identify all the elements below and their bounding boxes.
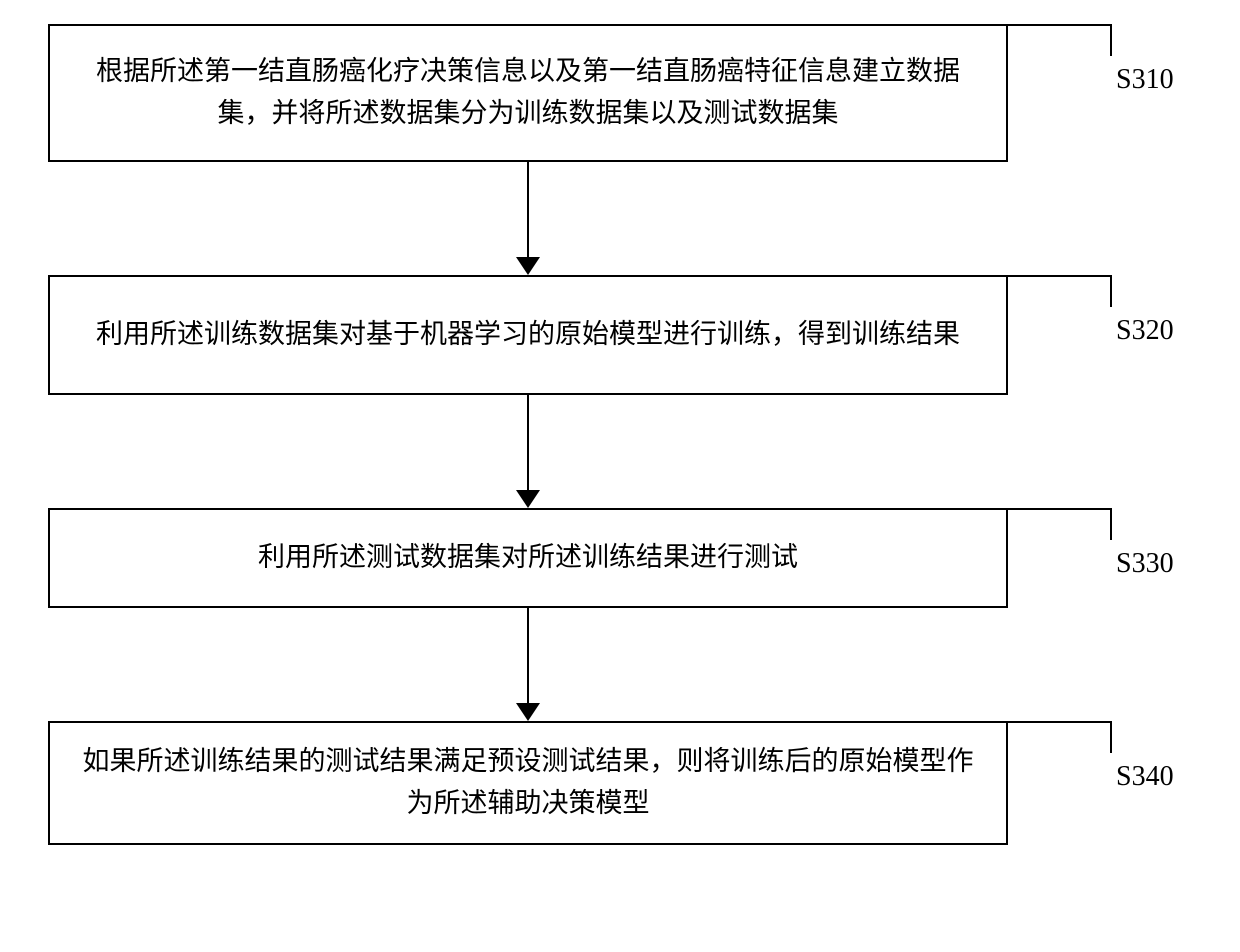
flow-step-label: S310 xyxy=(1116,64,1174,96)
callout-line xyxy=(1008,24,1112,56)
callout-line xyxy=(1008,275,1112,307)
callout-line xyxy=(1008,721,1112,753)
flow-step: 利用所述测试数据集对所述训练结果进行测试 S330 xyxy=(48,508,1198,608)
connector-line xyxy=(527,162,530,258)
flow-step-text: 根据所述第一结直肠癌化疗决策信息以及第一结直肠癌特征信息建立数据集，并将所述数据… xyxy=(80,51,976,135)
flow-step-callout: S310 xyxy=(1008,24,1198,162)
flow-step-box: 如果所述训练结果的测试结果满足预设测试结果，则将训练后的原始模型作为所述辅助决策… xyxy=(48,721,1008,845)
flow-step-text: 利用所述测试数据集对所述训练结果进行测试 xyxy=(258,537,798,579)
flow-connector xyxy=(48,608,1008,704)
flow-step-callout: S330 xyxy=(1008,508,1198,608)
flow-step-box: 根据所述第一结直肠癌化疗决策信息以及第一结直肠癌特征信息建立数据集，并将所述数据… xyxy=(48,24,1008,162)
flow-step-box: 利用所述测试数据集对所述训练结果进行测试 xyxy=(48,508,1008,608)
connector-line xyxy=(527,608,530,704)
flow-step-label: S320 xyxy=(1116,315,1174,347)
flowchart-container: 根据所述第一结直肠癌化疗决策信息以及第一结直肠癌特征信息建立数据集，并将所述数据… xyxy=(48,24,1198,845)
flow-step: 如果所述训练结果的测试结果满足预设测试结果，则将训练后的原始模型作为所述辅助决策… xyxy=(48,721,1198,845)
connector-line xyxy=(527,395,530,491)
flow-arrowhead xyxy=(48,257,1008,275)
flow-connector xyxy=(48,162,1008,258)
flow-step-text: 如果所述训练结果的测试结果满足预设测试结果，则将训练后的原始模型作为所述辅助决策… xyxy=(80,741,976,825)
flow-step-text: 利用所述训练数据集对基于机器学习的原始模型进行训练，得到训练结果 xyxy=(96,314,960,356)
flow-step: 根据所述第一结直肠癌化疗决策信息以及第一结直肠癌特征信息建立数据集，并将所述数据… xyxy=(48,24,1198,162)
flow-arrowhead xyxy=(48,703,1008,721)
arrow-down-icon xyxy=(516,703,540,721)
flow-step-callout: S340 xyxy=(1008,721,1198,845)
flow-step: 利用所述训练数据集对基于机器学习的原始模型进行训练，得到训练结果 S320 xyxy=(48,275,1198,395)
flow-step-callout: S320 xyxy=(1008,275,1198,395)
arrow-down-icon xyxy=(516,490,540,508)
arrow-down-icon xyxy=(516,257,540,275)
flow-arrowhead xyxy=(48,490,1008,508)
flow-step-box: 利用所述训练数据集对基于机器学习的原始模型进行训练，得到训练结果 xyxy=(48,275,1008,395)
flow-step-label: S330 xyxy=(1116,548,1174,580)
callout-line xyxy=(1008,508,1112,540)
flow-step-label: S340 xyxy=(1116,761,1174,793)
flow-connector xyxy=(48,395,1008,491)
